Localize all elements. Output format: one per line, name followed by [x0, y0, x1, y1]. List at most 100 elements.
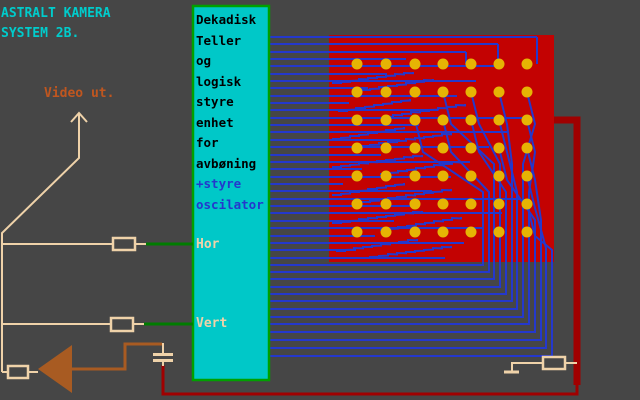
- hor-label: Hor: [196, 237, 220, 252]
- matrix-dot: [409, 86, 421, 98]
- counter-block-text-line: for: [196, 135, 219, 150]
- matrix-dot: [409, 58, 421, 70]
- matrix-dot: [437, 198, 449, 210]
- matrix-dot: [409, 114, 421, 126]
- matrix-dot: [521, 198, 533, 210]
- matrix-dot: [521, 170, 533, 182]
- matrix-dot: [465, 170, 477, 182]
- matrix-dot: [521, 86, 533, 98]
- matrix-dot: [351, 114, 363, 126]
- matrix-dot: [409, 198, 421, 210]
- matrix-dot: [493, 58, 505, 70]
- matrix-dot: [465, 226, 477, 238]
- fan-wire: [270, 119, 507, 295]
- matrix-dot: [437, 114, 449, 126]
- matrix-dot: [437, 226, 449, 238]
- stair-wire: [338, 99, 411, 112]
- wheat-wire: [1, 113, 80, 372]
- vert-label: Vert: [196, 316, 228, 331]
- matrix-dot: [437, 170, 449, 182]
- stair-wire: [332, 183, 405, 196]
- matrix-dot: [493, 86, 505, 98]
- matrix-dot: [351, 58, 363, 70]
- matrix-dot: [380, 198, 392, 210]
- stair-wire: [332, 154, 423, 168]
- fan-wire: [270, 119, 518, 310]
- matrix-dot: [437, 58, 449, 70]
- fan-wire: [270, 175, 547, 349]
- stair-wire: [332, 210, 423, 224]
- matrix-dot: [351, 142, 363, 154]
- matrix-dot: [465, 58, 477, 70]
- matrix-dot: [380, 142, 392, 154]
- fan-wire: [270, 91, 537, 318]
- brown-wire: [72, 342, 162, 371]
- video-out-label: Video ut.: [44, 86, 115, 101]
- capacitor-plate: [153, 359, 173, 362]
- red-supply-wire: [161, 365, 579, 396]
- fan-wire: [270, 203, 553, 357]
- counter-block-text-line: +styre: [196, 176, 242, 191]
- counter-block-text-line: styre: [196, 94, 234, 109]
- matrix-dot: [493, 142, 505, 154]
- counter-block-text: Dekadisk Teller og logisk styre enhet for avbøn…: [196, 10, 268, 215]
- stair-wire: [361, 78, 434, 91]
- fan-wire: [270, 91, 513, 302]
- matrix-dot: [351, 170, 363, 182]
- fan-wire: [270, 147, 536, 333]
- fan-wire: [270, 91, 495, 280]
- matrix-dot: [521, 114, 533, 126]
- resistor: [6, 364, 30, 380]
- counter-block-text-line: avbøning: [196, 155, 257, 171]
- matrix-dot: [409, 170, 421, 182]
- wheat-wire: [511, 362, 543, 371]
- matrix-dot: [465, 198, 477, 210]
- matrix-dot: [351, 86, 363, 98]
- matrix-dot: [409, 142, 421, 154]
- matrix-dot: [465, 142, 477, 154]
- fan-wire: [270, 119, 537, 325]
- stair-wire: [332, 71, 414, 84]
- matrix-dot: [437, 142, 449, 154]
- capacitor-plate: [153, 353, 173, 356]
- stair-wire: [375, 103, 466, 119]
- stair-wire: [380, 216, 462, 231]
- matrix-dot: [380, 114, 392, 126]
- counter-block-text-line: oscilator: [196, 196, 264, 212]
- resistor: [111, 236, 137, 252]
- matrix-dot: [493, 198, 505, 210]
- counter-block-text-line: og: [196, 53, 212, 68]
- matrix-dot: [521, 142, 533, 154]
- matrix-dot: [493, 114, 505, 126]
- matrix-dot: [380, 86, 392, 98]
- matrix-dot: [521, 226, 533, 238]
- stair-wire: [380, 160, 462, 175]
- fan-wire: [270, 147, 542, 341]
- resistor: [541, 355, 567, 371]
- stair-wire: [361, 132, 452, 147]
- fan-wire: [270, 119, 484, 266]
- matrix-dot: [409, 226, 421, 238]
- counter-block-rect: [191, 4, 271, 382]
- stair-wire: [361, 188, 452, 203]
- counter-block-text-line: logisk: [196, 73, 242, 89]
- amp-triangle: [38, 345, 72, 393]
- matrix-dot: [380, 170, 392, 182]
- matrix-dot: [437, 86, 449, 98]
- counter-block-text-line: enhet: [196, 114, 234, 130]
- fan-wire: [270, 119, 490, 273]
- app-title-line2: SYSTEM 2B.: [1, 26, 80, 41]
- stair-wire: [361, 245, 452, 259]
- wheat-wire: [70, 111, 88, 123]
- matrix-dot: [380, 226, 392, 238]
- matrix-dot: [493, 170, 505, 182]
- counter-block-text-line: Teller: [196, 32, 242, 48]
- red-supply-wire: [554, 116, 581, 385]
- matrix-dot: [351, 226, 363, 238]
- matrix-dot: [465, 86, 477, 98]
- stair-wire: [336, 238, 418, 252]
- fan-wire: [270, 91, 501, 288]
- matrix-dot: [521, 58, 533, 70]
